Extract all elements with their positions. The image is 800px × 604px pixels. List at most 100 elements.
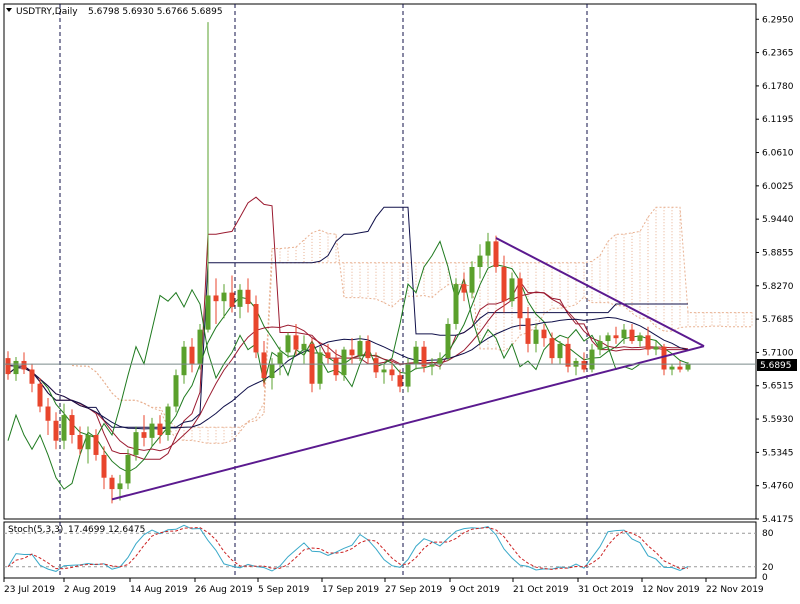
senkou-span-b-line <box>71 206 752 428</box>
candle-body-30 <box>245 289 251 305</box>
candle-body-65 <box>525 318 531 344</box>
candle-body-8 <box>69 415 75 435</box>
x-tick-label-0: 23 Jul 2019 <box>4 585 55 595</box>
x-tick-label-5: 17 Sep 2019 <box>322 585 379 595</box>
candle-body-39 <box>317 352 323 384</box>
candle-body-67 <box>541 329 547 339</box>
x-tick-label-8: 21 Oct 2019 <box>513 585 569 595</box>
candle-body-43 <box>349 349 355 356</box>
candle-body-40 <box>325 352 331 359</box>
symbol-label: USDTRY,Daily <box>16 7 78 17</box>
candle-body-45 <box>365 341 371 359</box>
x-tick-label-6: 27 Sep 2019 <box>385 585 442 595</box>
candle-body-59 <box>477 255 483 267</box>
candle-body-18 <box>149 423 155 438</box>
candle-body-20 <box>165 406 171 435</box>
candle-body-35 <box>285 335 291 353</box>
x-tick-label-3: 26 Aug 2019 <box>195 585 253 595</box>
y-tick-label-15: 5.4175 <box>762 515 794 525</box>
candle-body-33 <box>269 363 275 379</box>
stoch-panel-frame <box>3 521 757 579</box>
candle-body-56 <box>453 284 459 324</box>
candle-body-54 <box>437 358 443 364</box>
ohlc-values: 5.6798 5.6930 5.6766 5.6895 <box>88 7 223 17</box>
candle-body-77 <box>621 329 627 339</box>
candle-body-81 <box>653 346 659 350</box>
candle-body-48 <box>389 369 395 376</box>
candle-body-69 <box>557 343 563 359</box>
candle-body-55 <box>445 323 451 359</box>
candle-body-11 <box>93 434 99 455</box>
x-tick-label-4: 5 Sep 2019 <box>258 585 310 595</box>
candle-body-0 <box>5 358 11 375</box>
main-chart-frame <box>3 3 757 520</box>
candle-body-34 <box>277 352 283 364</box>
candle-body-42 <box>341 349 347 376</box>
collapse-triangle-icon[interactable] <box>6 8 12 12</box>
y-tick-label-11: 5.6515 <box>762 382 794 392</box>
x-tick-label-10: 12 Nov 2019 <box>642 585 700 595</box>
candle-body-26 <box>213 295 219 302</box>
candle-body-24 <box>197 329 203 364</box>
candle-body-4 <box>37 383 43 407</box>
stoch-level-label-0: 0 <box>762 573 768 583</box>
candle-body-73 <box>589 349 595 370</box>
candle-body-52 <box>421 346 427 367</box>
trendline-2 <box>495 237 705 348</box>
candle-body-29 <box>237 289 243 307</box>
x-tick-label-2: 14 Aug 2019 <box>130 585 188 595</box>
chikou-span-line <box>7 240 641 490</box>
candle-body-50 <box>405 363 411 387</box>
candle-body-68 <box>549 338 555 359</box>
candle-body-75 <box>605 335 611 342</box>
y-tick-label-10: 5.7100 <box>762 348 794 358</box>
candle-body-84 <box>677 366 683 370</box>
kijun-sen-line <box>7 206 688 428</box>
y-tick-label-7: 5.8855 <box>762 248 794 258</box>
candle-body-47 <box>381 369 387 373</box>
tenkan-sen-line <box>7 196 688 460</box>
candle-body-21 <box>173 375 179 407</box>
candle-body-57 <box>461 284 467 293</box>
candle-body-44 <box>357 341 363 356</box>
indicator-lines <box>7 196 689 490</box>
y-tick-label-14: 5.4760 <box>762 482 794 492</box>
y-tick-label-2: 6.1780 <box>762 82 794 92</box>
y-tick-label-12: 5.5930 <box>762 415 794 425</box>
stoch-main-line <box>7 524 689 572</box>
candle-body-74 <box>597 341 603 350</box>
candle-body-49 <box>397 375 403 387</box>
candle-body-66 <box>533 329 539 344</box>
y-tick-label-8: 5.8270 <box>762 282 794 292</box>
candle-body-41 <box>333 358 339 376</box>
candle-body-70 <box>565 343 571 367</box>
y-tick-label-3: 6.1195 <box>762 115 794 125</box>
candle-body-25 <box>205 295 211 330</box>
candle-body-6 <box>53 420 59 441</box>
candle-body-19 <box>157 423 163 435</box>
y-tick-label-0: 6.2950 <box>762 15 794 25</box>
candle-body-46 <box>373 358 379 373</box>
candle-body-28 <box>229 292 235 307</box>
candle-body-83 <box>669 366 675 370</box>
candle-body-64 <box>517 278 523 319</box>
y-tick-label-5: 6.0025 <box>762 182 794 192</box>
candle-body-3 <box>29 369 35 384</box>
candle-body-2 <box>21 360 27 370</box>
ma-fast-line <box>7 264 689 473</box>
candle-body-7 <box>61 415 67 441</box>
candle-body-22 <box>181 346 187 376</box>
stoch-level-label-20: 20 <box>762 563 774 573</box>
y-tick-label-13: 5.5345 <box>762 448 794 458</box>
candle-body-13 <box>109 477 115 490</box>
candles <box>5 22 691 504</box>
candle-body-16 <box>133 432 139 455</box>
candle-body-5 <box>45 406 51 421</box>
candle-body-80 <box>645 335 651 350</box>
candle-body-15 <box>125 454 131 484</box>
candle-body-27 <box>221 292 227 302</box>
ma-slow-line <box>7 316 689 430</box>
y-tick-label-1: 6.2365 <box>762 49 794 59</box>
